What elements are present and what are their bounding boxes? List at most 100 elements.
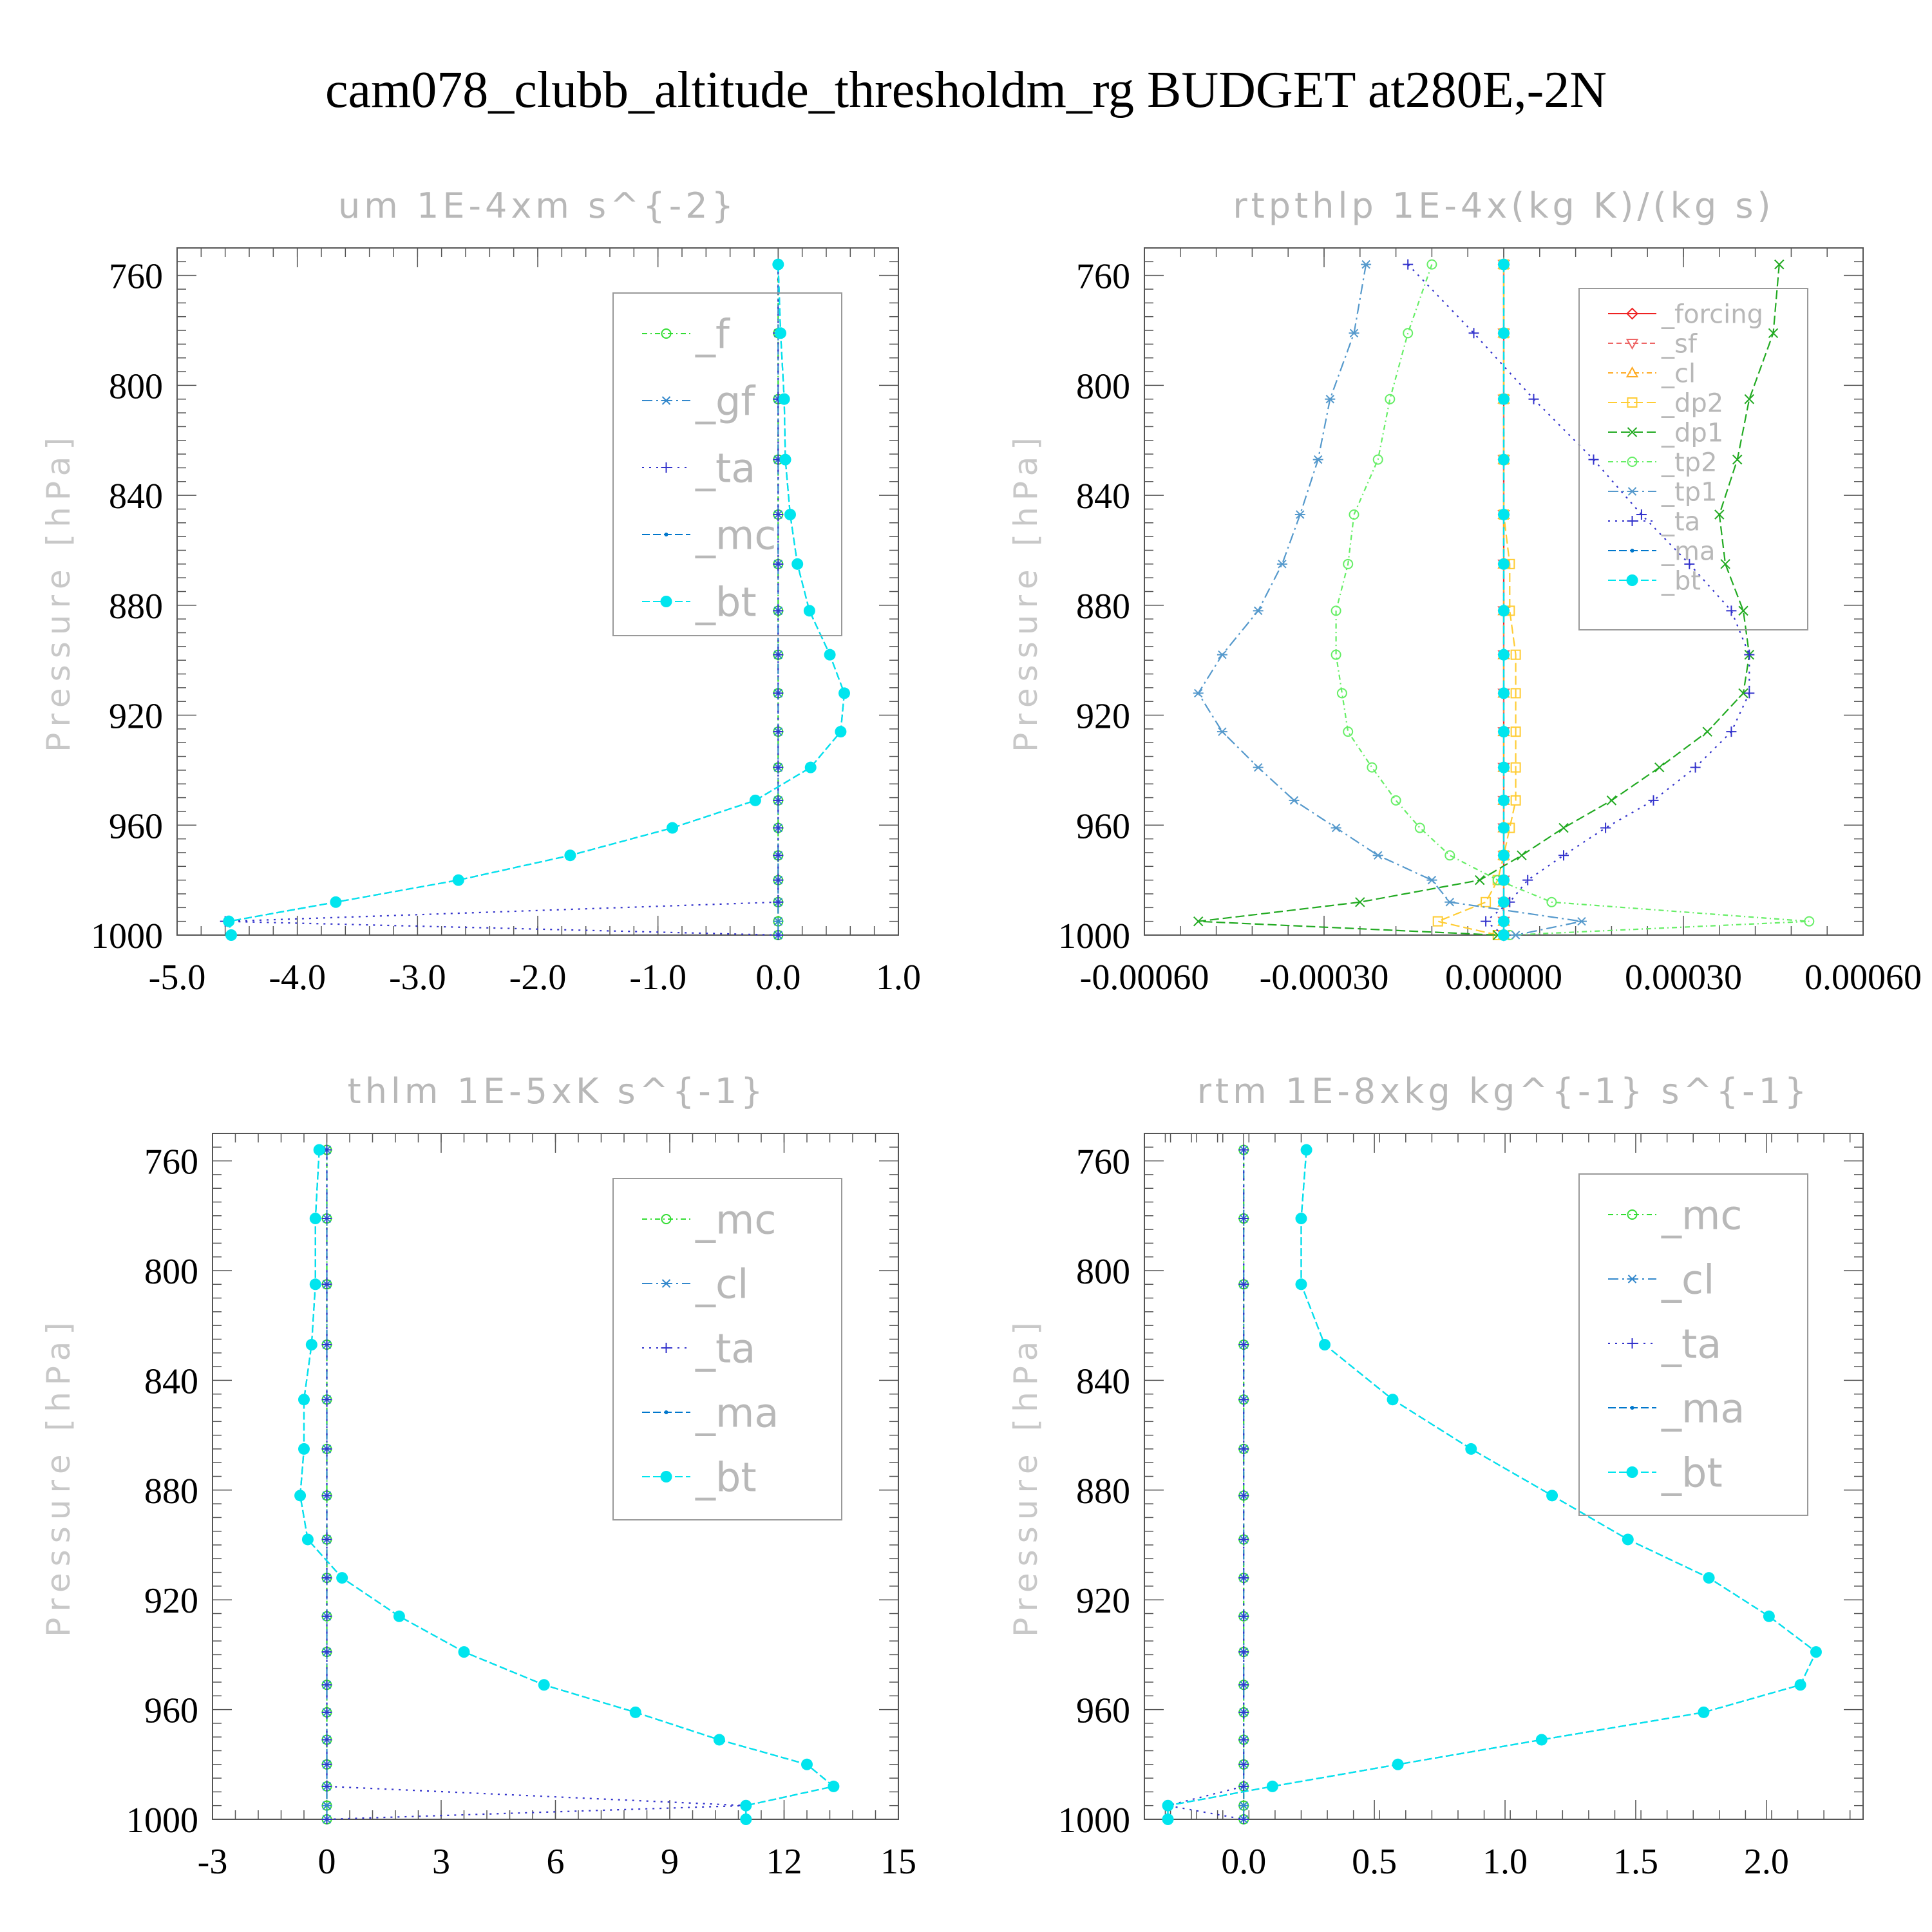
y-tick-label: 1000 [1058,1801,1130,1841]
data-point [321,1814,332,1824]
y-tick-label: 960 [144,1691,198,1731]
y-tick-label: 840 [1076,1361,1130,1401]
legend: _mc _cl _ta _ma _bt [1578,1173,1808,1516]
series-line [1407,263,1750,936]
data-point [393,1610,405,1622]
legend-item: _ma [1608,1385,1745,1432]
legend-label: _mc [695,511,776,558]
legend-label: _ta [695,1325,755,1372]
x-tick-label: 0 [318,1842,336,1882]
data-point [835,726,847,738]
data-point [1238,1394,1249,1405]
x-tick-label: 0.0 [1221,1842,1266,1882]
data-point [1238,1680,1249,1690]
series-line [1167,1150,1817,1819]
data-point [1498,761,1510,773]
data-point [1468,328,1479,339]
data-point [1432,916,1443,927]
data-point [321,1573,332,1584]
data-point [1498,687,1510,699]
x-tick-label: 0.0 [755,958,800,998]
data-point [321,1443,332,1454]
data-point [1648,795,1659,806]
data-point [1387,1394,1399,1406]
legend-label: _ma [1661,1385,1745,1432]
x-tick-label: 12 [766,1842,802,1882]
y-axis-label: Pressure [hPa] [40,1316,77,1637]
data-point [1636,509,1647,520]
data-point [321,1781,332,1792]
data-point [773,509,784,520]
data-point [1498,874,1510,886]
data-point [1217,650,1227,659]
data-point [1238,1573,1249,1584]
data-point [773,726,784,737]
data-point [1732,454,1743,465]
data-point [1546,1490,1558,1502]
data-point [330,896,342,908]
series-line [1335,264,1810,936]
x-tick-label: 0.00030 [1625,958,1742,998]
legend-item: _ta [642,444,755,491]
x-tick-label: 1.0 [1482,1842,1528,1882]
data-point [321,1734,332,1745]
x-tick-label: 6 [547,1842,565,1882]
data-point [1714,509,1725,520]
data-point [1238,1781,1249,1792]
legend-item: _forcing [1608,299,1763,329]
series-line [299,1150,835,1819]
legend-marker [1627,1338,1638,1349]
legend-item: _ta [1608,507,1700,536]
y-tick-label: 960 [1076,1691,1130,1731]
data-point [1238,1443,1249,1454]
data-point [1498,915,1510,927]
data-point [1498,558,1510,570]
series-line [1197,264,1582,936]
legend-item: _tp2 [1608,448,1718,477]
data-point [1622,1533,1634,1546]
legend-marker [661,1279,672,1288]
data-point [1738,605,1748,616]
data-point [824,649,836,661]
data-point [775,327,787,339]
x-tick-label: -0.00030 [1260,958,1389,998]
legend-marker [661,1214,672,1224]
data-point [321,1611,332,1622]
data-point [225,929,237,941]
data-point [452,874,464,886]
data-point [1810,1646,1822,1658]
data-point [1588,454,1599,465]
data-point [1403,328,1414,339]
y-tick-label: 800 [1076,366,1130,406]
data-point [1238,1734,1249,1745]
y-tick-label: 1000 [91,916,163,956]
data-point [1702,726,1712,737]
x-tick-label: 0.00060 [1804,958,1922,998]
data-point [1372,454,1383,465]
data-point [1331,823,1341,833]
series-line [1168,1150,1245,1821]
legend-label: _tp1 [1661,477,1718,507]
legend-item: _mc [1608,1191,1742,1238]
data-point [1349,509,1359,520]
legend-item: _dp1 [1608,418,1723,448]
legend-item: _dp2 [1608,388,1723,418]
y-tick-label: 760 [1076,257,1130,297]
y-tick-label: 840 [144,1361,198,1401]
data-point [1475,875,1485,886]
data-point [309,1278,321,1291]
legend-marker [1626,1466,1638,1478]
data-point [801,1758,813,1770]
y-tick-label: 760 [109,257,163,297]
data-point [1266,1780,1278,1792]
legend-label: _forcing [1661,299,1763,329]
data-point [1162,1814,1174,1825]
data-point [1253,762,1264,772]
data-point [305,1339,317,1351]
data-point [1510,688,1521,699]
data-point [773,822,784,833]
data-point [1684,558,1695,569]
data-point [1510,649,1521,660]
series-dp1 [1193,259,1785,940]
data-point [1804,916,1815,927]
